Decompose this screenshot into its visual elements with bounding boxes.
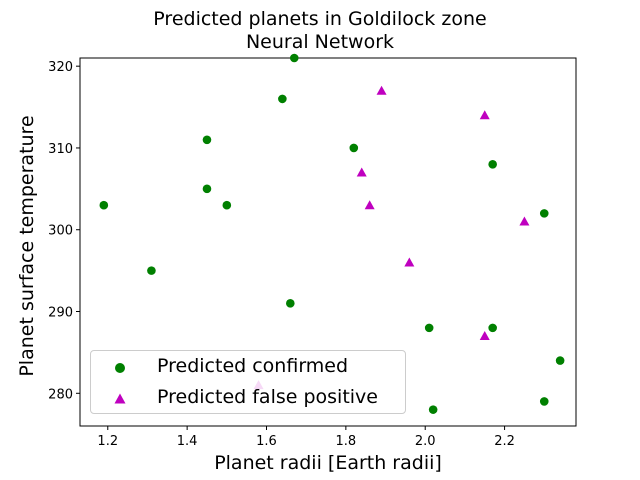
- x-tick-label: 1.6: [256, 434, 277, 449]
- point-confirmed: [428, 405, 438, 414]
- point-confirmed: [424, 323, 434, 333]
- legend-label-false-positive: Predicted false positive: [157, 386, 378, 408]
- point-false-positive: [404, 257, 415, 267]
- chart-subtitle: Neural Network: [245, 31, 395, 53]
- point-false-positive: [376, 85, 387, 95]
- x-tick-label: 2.0: [415, 434, 436, 449]
- point-confirmed: [488, 160, 497, 169]
- point-false-positive: [519, 216, 530, 226]
- point-confirmed: [202, 135, 212, 145]
- green-circle-marker-icon: [115, 363, 125, 373]
- magenta-triangle-marker-icon: [114, 393, 126, 404]
- x-tick-label: 1.2: [97, 434, 118, 449]
- legend-label-confirmed: Predicted confirmed: [157, 355, 349, 377]
- point-confirmed: [147, 266, 156, 275]
- chart-title: Predicted planets in Goldilock zone: [153, 8, 487, 30]
- x-tick-label: 2.2: [494, 434, 515, 449]
- point-confirmed: [222, 200, 232, 210]
- point-false-positive: [479, 331, 490, 341]
- point-false-positive: [364, 200, 375, 210]
- x-tick-label: 1.8: [336, 434, 357, 449]
- y-axis-label: Planet surface temperature: [16, 115, 38, 377]
- point-false-positive: [479, 110, 490, 120]
- point-confirmed: [539, 397, 549, 406]
- legend-entry-confirmed: Predicted confirmed: [91, 352, 405, 382]
- point-confirmed: [555, 356, 565, 365]
- y-tick-label: 290: [48, 306, 73, 321]
- point-confirmed: [349, 143, 359, 153]
- y-tick-label: 280: [48, 387, 73, 402]
- point-false-positive: [356, 167, 367, 177]
- legend: Predicted confirmed Predicted false posi…: [90, 350, 406, 414]
- legend-entry-false-positive: Predicted false positive: [91, 383, 405, 413]
- point-confirmed: [286, 299, 295, 308]
- point-confirmed: [539, 209, 549, 218]
- y-tick-label: 320: [48, 60, 73, 75]
- x-tick-label: 1.4: [177, 434, 198, 449]
- point-confirmed: [289, 53, 299, 63]
- point-confirmed: [99, 200, 109, 210]
- point-confirmed: [488, 323, 497, 333]
- plot-frame: [79, 57, 577, 427]
- point-confirmed: [202, 184, 212, 194]
- point-confirmed: [278, 94, 287, 104]
- x-axis-label: Planet radii [Earth radii]: [214, 452, 442, 474]
- y-tick-label: 310: [48, 142, 73, 157]
- y-tick-label: 300: [48, 224, 73, 239]
